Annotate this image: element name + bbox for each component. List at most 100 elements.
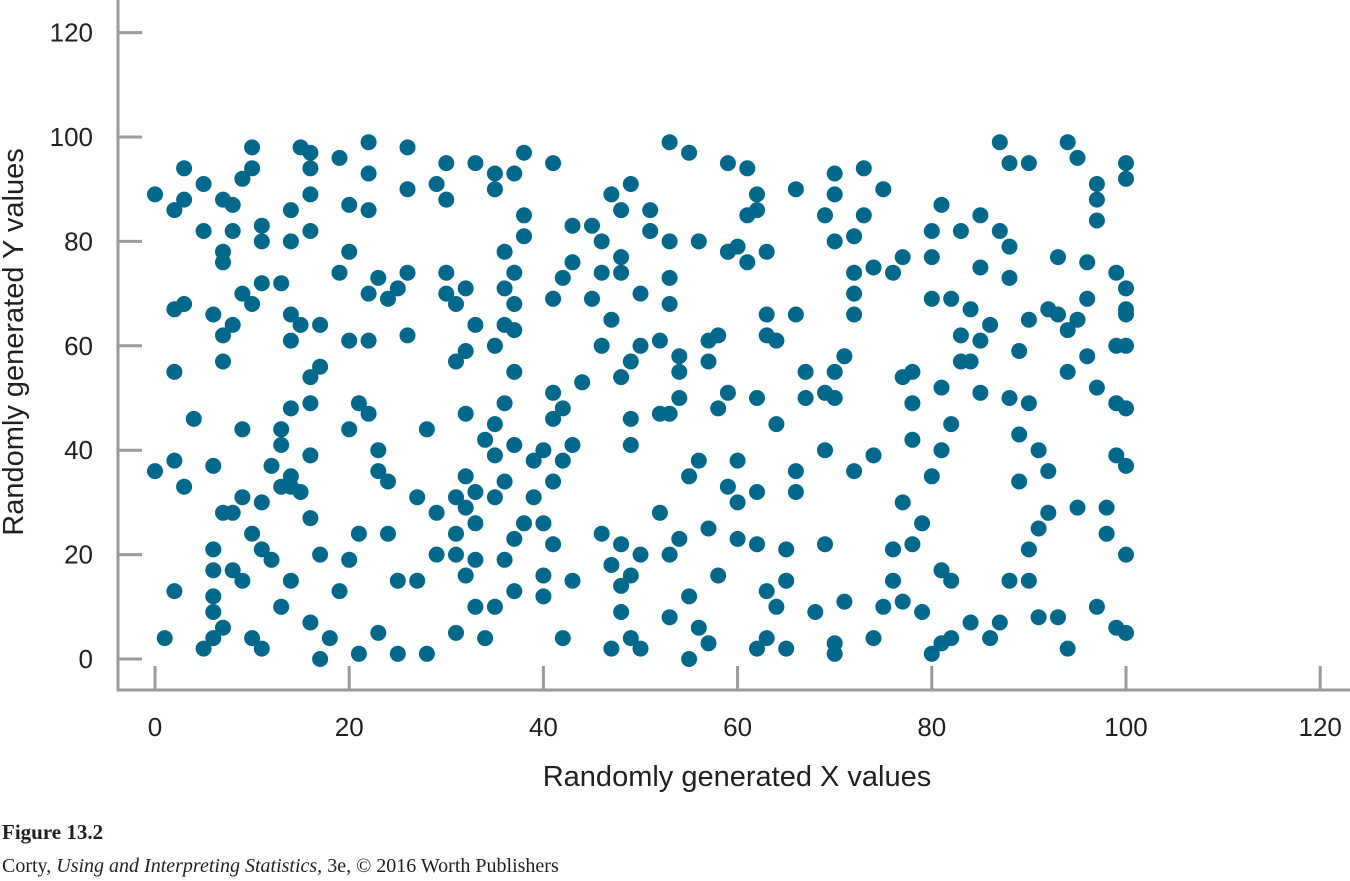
data-point [467,551,484,568]
data-point [729,452,746,469]
data-point [914,604,931,620]
data-point [613,536,630,553]
data-point [865,630,882,647]
data-point [312,316,329,333]
y-tick-label: 120 [50,18,93,48]
data-point [506,583,523,600]
data-point [758,583,775,600]
data-point [923,249,940,266]
data-point [972,332,989,349]
data-point [681,588,698,605]
x-tick-label: 0 [148,712,162,742]
data-point [1118,155,1134,172]
data-point [486,489,503,506]
data-point [292,316,309,333]
data-point [1050,249,1066,266]
data-point [554,452,571,469]
data-point [826,390,843,406]
data-point [302,369,319,386]
data-point [496,395,513,412]
data-point [1050,306,1066,323]
data-point [865,447,882,464]
data-point [904,536,921,553]
data-point [234,285,251,302]
data-point [156,630,173,647]
data-point [302,447,319,464]
data-point [195,640,212,657]
data-point [952,223,969,239]
data-point [496,551,513,568]
data-point [749,484,765,500]
data-point [215,327,231,344]
data-point [457,468,474,485]
data-point [516,228,532,245]
data-point [661,134,678,151]
data-point [923,223,940,239]
data-point [554,269,571,286]
data-point [749,640,765,657]
data-point [467,155,484,172]
data-point [253,217,270,234]
data-point [438,264,455,281]
data-point [719,384,736,401]
data-point [1118,306,1134,323]
data-point [166,202,183,219]
data-point [1108,264,1125,281]
data-point [991,134,1008,151]
data-point [253,541,270,558]
data-point [564,572,581,589]
data-point [467,598,484,615]
data-point [205,541,222,558]
data-point [797,363,814,380]
data-point [525,452,542,469]
y-tick-label: 60 [64,331,93,361]
data-point [166,583,183,600]
data-point [506,264,523,281]
data-point [1069,499,1086,516]
data-point [991,614,1008,631]
data-point [360,285,377,302]
data-point [875,598,892,615]
y-tick-label: 80 [64,226,93,256]
data-point [360,332,377,349]
data-point [302,395,319,412]
data-point [399,327,416,344]
data-point [282,202,299,219]
data-point [185,410,202,427]
data-point [224,562,241,579]
data-point [671,363,688,380]
data-point [496,243,513,260]
data-point [700,353,717,370]
data-point [982,630,999,647]
data-point [972,207,989,224]
data-point [584,217,600,234]
data-point [642,223,659,239]
data-point [341,243,358,260]
data-point [253,275,270,292]
data-point [506,322,523,339]
data-point [1079,254,1096,271]
data-point [826,186,843,203]
data-point [545,290,562,307]
data-point [205,630,222,647]
data-point [147,463,163,480]
data-point [302,223,319,239]
data-point [234,572,251,589]
data-point [593,337,610,354]
data-point [1059,363,1076,380]
data-point [729,530,746,547]
data-point [710,567,727,584]
data-point [370,463,387,480]
data-point [1118,280,1134,297]
data-point [749,202,765,219]
data-point [341,196,358,213]
x-axis-title: Randomly generated X values [543,761,932,793]
data-point [846,306,863,323]
data-point [253,233,270,250]
x-axis-ticks: 0 20 40 60 80 100 120 [148,666,1342,742]
data-point [263,551,280,568]
data-point [651,332,668,349]
data-point [428,176,445,192]
data-point [438,285,455,302]
credit-edition-publisher: 3e, © 2016 Worth Publishers [322,855,559,877]
